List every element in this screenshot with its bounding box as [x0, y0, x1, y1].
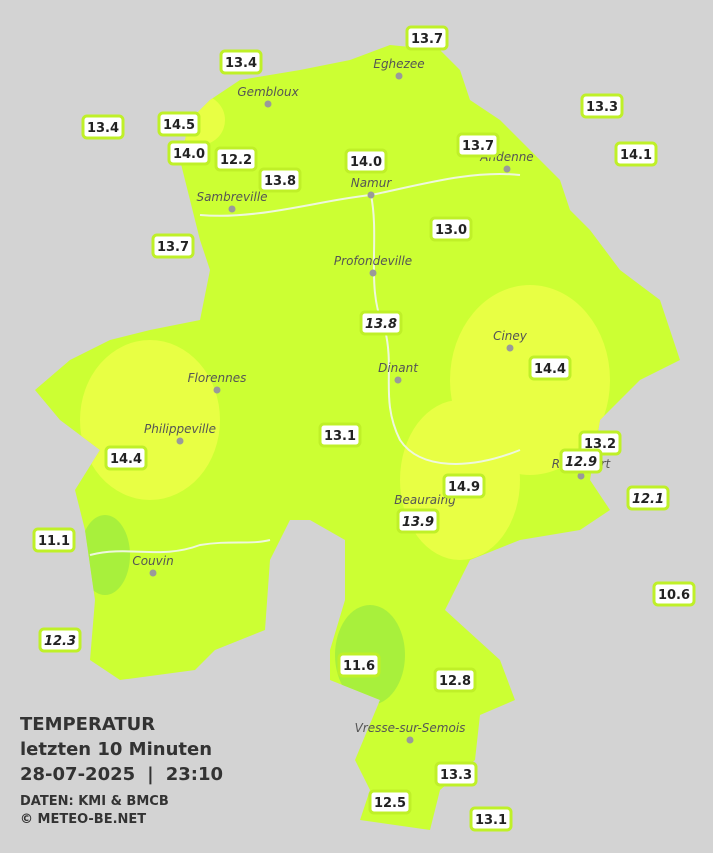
- city-dot: [176, 437, 184, 445]
- station-box: [318, 422, 362, 448]
- station-box: [344, 148, 388, 174]
- city-name: Beauraing: [394, 493, 456, 507]
- station-value: 13.1: [324, 429, 356, 444]
- station-value: 13.0: [435, 223, 467, 238]
- station-box: [38, 627, 82, 653]
- station-value: 13.4: [225, 56, 257, 71]
- station-value: 12.9: [565, 455, 597, 470]
- city-name: Gembloux: [237, 85, 299, 99]
- city-dot: [369, 269, 377, 277]
- station-value: 13.7: [157, 240, 189, 255]
- city-dot: [394, 376, 402, 384]
- legend-period: letzten 10 Minuten: [20, 739, 212, 760]
- station-box: [528, 355, 572, 381]
- station-value: 13.3: [586, 100, 618, 115]
- station-box: [337, 652, 381, 678]
- station-layer: 13.7 13.4 13.3 13.4 14.5 14.0 12.2 13.8 14.0 13.7…: [32, 25, 696, 832]
- legend: TEMPERATUR letzten 10 Minuten 28-07-2025…: [20, 714, 223, 827]
- city-dot: [264, 100, 272, 108]
- station-value: 13.9: [402, 515, 434, 530]
- station-box: [434, 761, 478, 787]
- legend-copyright: © METEO-BE.NET: [20, 812, 146, 827]
- station-box: [359, 310, 403, 336]
- station-value: 13.8: [264, 174, 296, 189]
- city-dot: [577, 472, 585, 480]
- station-value: 10.6: [658, 588, 690, 603]
- station-box: [396, 508, 440, 534]
- warm-zone: [80, 340, 220, 500]
- station-box: [219, 49, 263, 75]
- city-name: Dinant: [378, 361, 419, 375]
- city-dot: [228, 205, 236, 213]
- station-box: [81, 114, 125, 140]
- city-name: Profondeville: [334, 254, 412, 268]
- legend-time: 23:10: [166, 764, 223, 785]
- station-value: 13.1: [475, 813, 507, 828]
- legend-source: DATEN: KMI & BMCB: [20, 794, 169, 809]
- station-box: [580, 93, 624, 119]
- station-value: 12.3: [44, 634, 76, 649]
- station-value: 14.9: [448, 480, 480, 495]
- legend-date: 28-07-2025: [20, 764, 135, 785]
- river: [89, 539, 271, 556]
- station-box: [151, 233, 195, 259]
- station-box: [469, 806, 513, 832]
- station-value: 12.2: [220, 153, 252, 168]
- station-value: 14.5: [163, 118, 195, 133]
- station-value: 14.0: [173, 147, 205, 162]
- station-value: 13.8: [365, 317, 397, 332]
- city-name: Florennes: [188, 371, 247, 385]
- city-name: Eghezee: [373, 57, 424, 71]
- city-name: Namur: [351, 176, 393, 190]
- station-box: [368, 789, 412, 815]
- city-dot: [395, 72, 403, 80]
- station-box: [214, 146, 258, 172]
- station-value: 12.8: [439, 674, 471, 689]
- station-value: 13.4: [87, 121, 119, 136]
- city-dot: [506, 344, 514, 352]
- station-box: [167, 140, 211, 166]
- station-box: [559, 448, 603, 474]
- city-name: Sambreville: [196, 190, 267, 204]
- station-value: 14.0: [350, 155, 382, 170]
- city-dot: [149, 569, 157, 577]
- city-name: Couvin: [132, 554, 173, 568]
- station-value: 11.6: [343, 659, 375, 674]
- legend-separator: |: [147, 764, 154, 785]
- city-name: Vresse-sur-Semois: [355, 721, 466, 735]
- station-value: 14.4: [110, 452, 142, 467]
- cool-zone: [80, 515, 130, 595]
- station-value: 14.1: [620, 148, 652, 163]
- station-box: [433, 667, 477, 693]
- station-box: [652, 581, 696, 607]
- station-box: [258, 167, 302, 193]
- station-value: 11.1: [38, 534, 70, 549]
- legend-title: TEMPERATUR: [20, 714, 155, 735]
- station-box: [429, 216, 473, 242]
- station-value: 12.1: [632, 492, 664, 507]
- station-value: 13.3: [440, 768, 472, 783]
- station-value: 14.4: [534, 362, 566, 377]
- city-dot: [367, 191, 375, 199]
- city-name: Ciney: [493, 329, 528, 343]
- station-value: 13.2: [584, 437, 616, 452]
- station-box: [614, 141, 658, 167]
- city-dot: [503, 165, 511, 173]
- station-box: [157, 111, 201, 137]
- legend-datetime: 28-07-2025 | 23:10: [20, 764, 223, 785]
- station-value: 12.5: [374, 796, 406, 811]
- station-box: [442, 473, 486, 499]
- station-box: [104, 445, 148, 471]
- station-value: 13.7: [411, 32, 443, 47]
- city-dot: [406, 736, 414, 744]
- city-name: Philippeville: [144, 422, 216, 436]
- station-box: [456, 132, 500, 158]
- city-dot: [213, 386, 221, 394]
- station-value: 13.7: [462, 139, 494, 154]
- station-box: [405, 25, 449, 51]
- city-layer: EghezeeGemblouxAndenneNamurSambrevillePr…: [132, 57, 612, 744]
- station-box: [626, 485, 670, 511]
- station-box: [32, 527, 76, 553]
